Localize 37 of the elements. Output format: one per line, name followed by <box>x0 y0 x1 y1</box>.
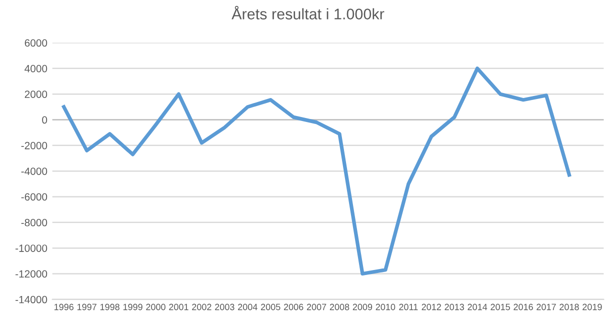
x-tick-label: 2002 <box>192 304 212 310</box>
x-tick-label: 2013 <box>444 304 464 310</box>
y-tick-label: 2000 <box>24 90 48 98</box>
y-tick-label: 0 <box>42 116 48 124</box>
chart-title: Årets resultat i 1.000kr <box>232 6 384 20</box>
line-series <box>62 66 572 276</box>
y-tick-label: -12000 <box>16 270 48 278</box>
x-tick-label: 1999 <box>123 304 142 310</box>
x-tick-label: 2004 <box>238 304 258 310</box>
x-tick-label: 2019 <box>582 304 602 310</box>
x-tick-label: 1996 <box>54 304 74 310</box>
x-tick-label: 2009 <box>352 304 372 310</box>
y-tick-label: -14000 <box>16 296 48 304</box>
x-tick-label: 2018 <box>560 304 579 310</box>
x-tick-label: 2015 <box>490 304 510 310</box>
x-tick-label: 2003 <box>215 304 234 310</box>
x-tick-label: 2012 <box>422 304 441 310</box>
y-tick-label: -6000 <box>21 193 48 201</box>
x-tick-label: 1997 <box>77 304 96 310</box>
y-tick-label: -2000 <box>21 142 48 150</box>
x-tick-label: 2005 <box>261 304 280 310</box>
y-tick-label: 4000 <box>24 64 48 72</box>
y-tick-label: 6000 <box>24 39 48 47</box>
x-tick-label: 2011 <box>399 304 418 310</box>
x-tick-label: 2017 <box>536 304 556 310</box>
y-tick-label: -10000 <box>16 244 48 252</box>
x-tick-label: 2014 <box>468 304 488 310</box>
x-tick-label: 2008 <box>330 304 350 310</box>
x-tick-label: 2000 <box>146 304 166 310</box>
x-tick-label: 1998 <box>100 304 120 310</box>
x-tick-label: 2016 <box>514 304 533 310</box>
y-tick-label: -8000 <box>21 218 48 226</box>
x-tick-label: 2010 <box>376 304 396 310</box>
x-tick-label: 2006 <box>284 304 304 310</box>
x-tick-label: 2007 <box>306 304 326 310</box>
x-tick-label: 2001 <box>169 304 188 310</box>
y-tick-label: -4000 <box>21 168 48 175</box>
